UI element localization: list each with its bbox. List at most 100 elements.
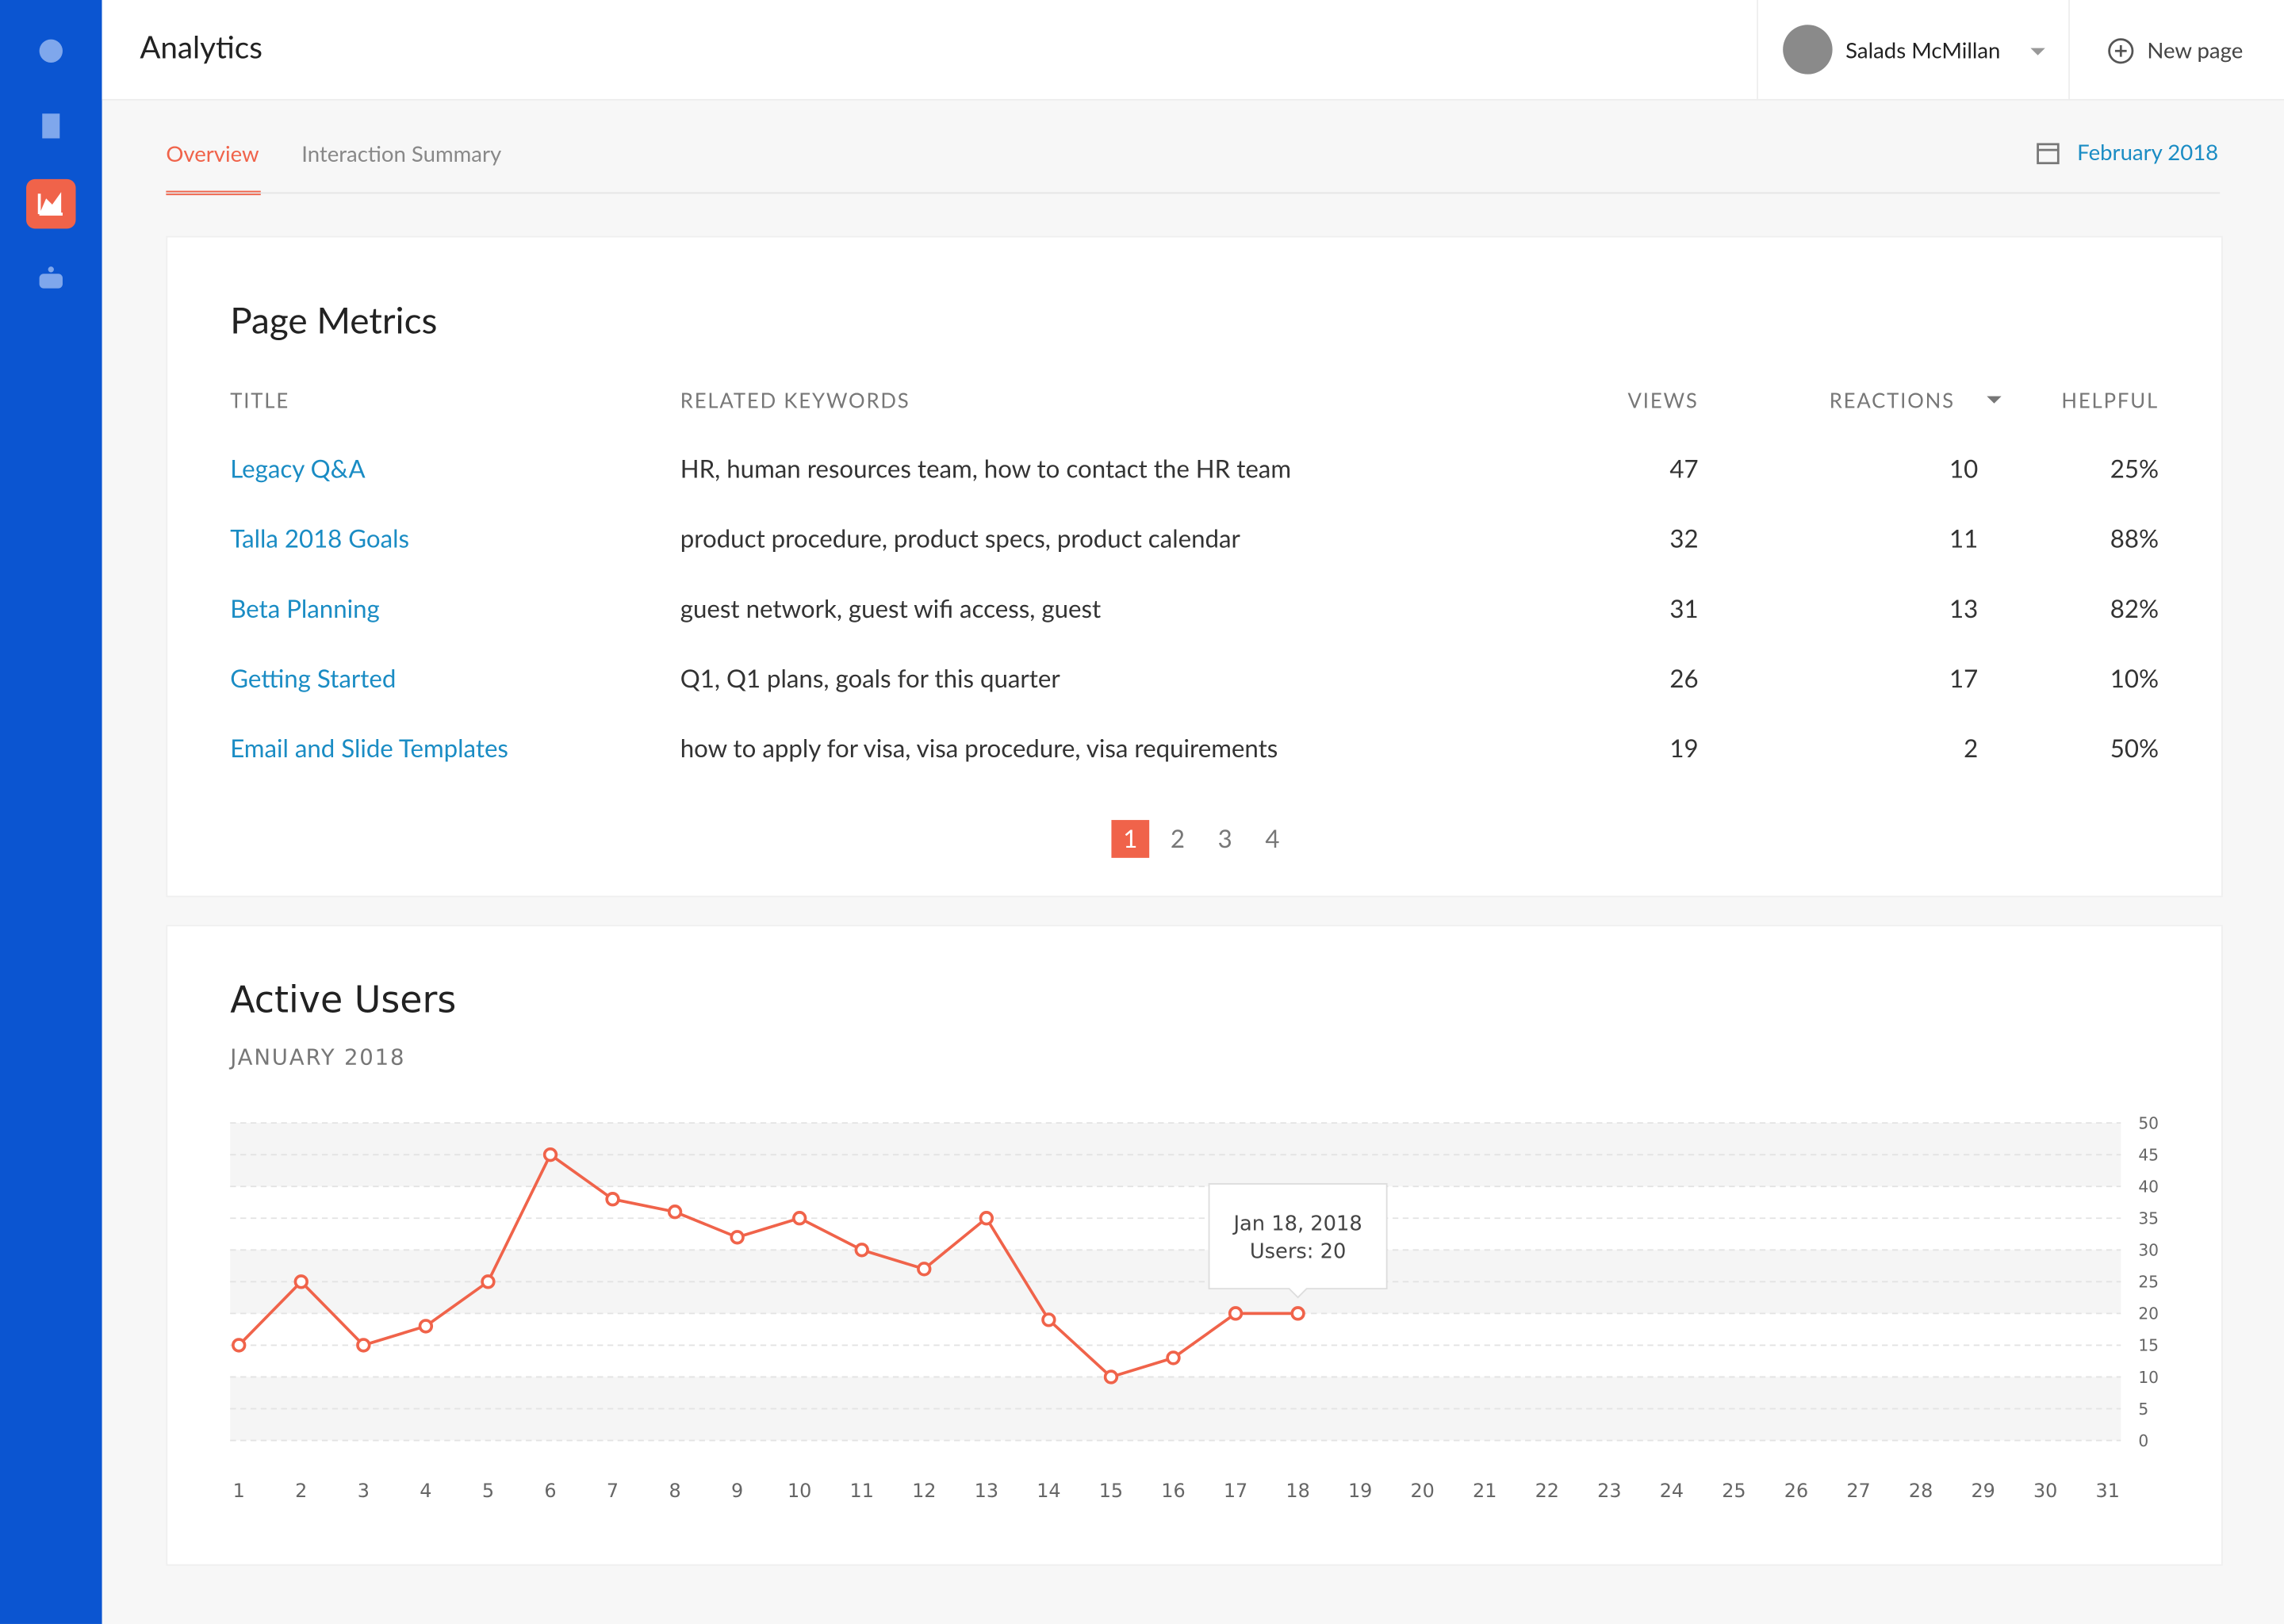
x-tick-label: 29	[1971, 1480, 1995, 1502]
x-tick-label: 22	[1535, 1480, 1559, 1502]
page-link[interactable]: Talla 2018 Goals	[230, 523, 410, 553]
user-name[interactable]: Salads McMillan	[1845, 37, 2001, 64]
page-number[interactable]: 4	[1265, 822, 1280, 854]
x-tick-label: 16	[1161, 1480, 1185, 1502]
y-tick-label: 40	[2138, 1178, 2159, 1197]
grid-band	[230, 1377, 2121, 1441]
column-header: RELATED KEYWORDS	[680, 387, 910, 412]
x-tick-label: 20	[1411, 1480, 1435, 1502]
sort-arrow[interactable]	[1985, 392, 2002, 406]
chart-card: Active Users JANUARY 2018 0 5 10 15 20 25 30 35…	[166, 925, 2223, 1566]
page-link[interactable]: Getting Started	[230, 662, 397, 694]
x-tick-label: 14	[1037, 1480, 1060, 1502]
analytics-icon[interactable]	[26, 178, 76, 229]
brain-icon[interactable]	[26, 26, 75, 75]
cell: 17	[1949, 662, 1979, 694]
cell: 11	[1949, 523, 1979, 553]
y-tick-label: 35	[2138, 1209, 2159, 1228]
metrics-card: Page Metrics TITLE RELATED KEYWORDS VIEWS R…	[166, 236, 2223, 898]
point	[730, 1230, 745, 1245]
point	[542, 1147, 558, 1162]
calendar-icon[interactable]	[2035, 140, 2061, 166]
y-tick-label: 25	[2138, 1273, 2159, 1292]
page-number[interactable]: 3	[1217, 822, 1232, 854]
x-tick-label: 9	[731, 1480, 743, 1502]
y-tick-label: 0	[2138, 1431, 2148, 1450]
x-tick-label: 19	[1348, 1480, 1372, 1502]
x-tick-label: 10	[788, 1480, 811, 1502]
x-tick-label: 31	[2096, 1480, 2120, 1502]
chart-title: Active Users	[230, 979, 456, 1021]
y-tick-label: 50	[2138, 1113, 2159, 1132]
point	[293, 1274, 308, 1289]
grid-band	[230, 1123, 2121, 1187]
y-tick-label: 45	[2138, 1146, 2159, 1165]
x-tick-label: 11	[850, 1480, 874, 1502]
tab[interactable]: Interaction Summary	[301, 141, 502, 168]
y-tick-label: 30	[2138, 1241, 2159, 1260]
cell: 88%	[2110, 523, 2159, 553]
x-tick-label: 27	[1846, 1480, 1870, 1502]
x-tick-label: 21	[1473, 1480, 1496, 1502]
y-tick-label: 15	[2138, 1336, 2159, 1355]
divider	[2068, 0, 2071, 99]
divider	[1757, 0, 1758, 99]
x-tick-label: 28	[1909, 1480, 1933, 1502]
cell: 10%	[2110, 662, 2159, 694]
date-picker[interactable]: February 2018	[2077, 140, 2219, 167]
tab-active[interactable]: Overview	[166, 141, 259, 168]
x-tick-label: 17	[1224, 1480, 1247, 1502]
bot-icon[interactable]	[26, 255, 75, 304]
point	[667, 1205, 683, 1220]
page-title: Analytics	[140, 29, 263, 66]
point	[232, 1338, 247, 1353]
y-tick-label: 5	[2138, 1400, 2148, 1419]
column-header[interactable]: REACTIONS	[1829, 387, 1955, 412]
x-tick-label: 24	[1660, 1480, 1684, 1502]
point	[1290, 1306, 1305, 1321]
x-tick-label: 13	[975, 1480, 998, 1502]
x-tick-label: 12	[912, 1480, 936, 1502]
line	[237, 1152, 1298, 1379]
avatar[interactable]	[1783, 25, 1833, 75]
page-link[interactable]: Beta Planning	[230, 592, 380, 624]
cell: how to apply for visa, visa procedure, v…	[680, 732, 1278, 764]
cell: 31	[1669, 592, 1699, 624]
cell: 26	[1669, 662, 1699, 694]
chart-subtitle: JANUARY 2018	[228, 1045, 405, 1071]
point	[356, 1338, 371, 1353]
point	[1228, 1306, 1244, 1321]
pages-icon[interactable]	[26, 102, 75, 151]
tooltip-value: Users: 20	[1250, 1240, 1347, 1264]
cell: 19	[1669, 732, 1699, 764]
point	[917, 1262, 932, 1277]
plus-icon[interactable]	[2106, 36, 2136, 66]
column-header: HELPFUL	[2061, 387, 2159, 412]
top-bar: Analytics Salads McMillan New page	[102, 0, 2284, 101]
tooltip	[1208, 1182, 1388, 1299]
new-page-button[interactable]: New page	[2147, 37, 2244, 64]
cell: HR, human resources team, how to contact…	[680, 453, 1292, 484]
cell: 50%	[2110, 732, 2159, 764]
page-number[interactable]: 2	[1170, 822, 1186, 854]
x-tick-label: 7	[607, 1480, 619, 1502]
page-current[interactable]: 1	[1111, 820, 1150, 858]
point	[979, 1211, 994, 1226]
chart: Active Users JANUARY 2018 05101520253035…	[228, 979, 2159, 1503]
point	[605, 1192, 620, 1207]
page-link[interactable]: Legacy Q&A	[230, 453, 366, 484]
user-dropdown[interactable]	[2028, 44, 2048, 58]
table: TITLE RELATED KEYWORDS VIEWS REACTIONS HELPF…	[167, 237, 2221, 895]
column-header: VIEWS	[1627, 387, 1699, 412]
x-tick-label: 23	[1597, 1480, 1621, 1502]
x-tick-label: 5	[482, 1480, 494, 1502]
page-link[interactable]: Email and Slide Templates	[230, 732, 508, 764]
sidebar	[0, 0, 102, 1624]
point	[1103, 1369, 1119, 1385]
column-header: TITLE	[230, 387, 290, 412]
cell: guest network, guest wifi access, guest	[680, 592, 1102, 624]
x-tick-label: 2	[295, 1480, 307, 1502]
